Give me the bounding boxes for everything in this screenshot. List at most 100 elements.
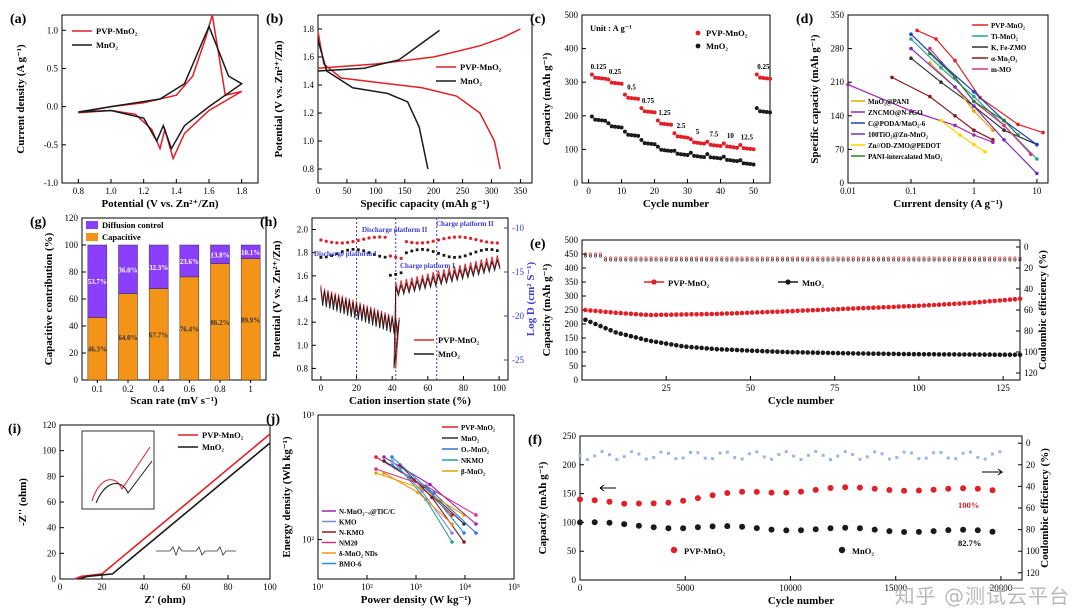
data-point-mno2 xyxy=(643,337,649,343)
y2-tick-label: 60 xyxy=(1024,305,1034,315)
ce-point-mno2 xyxy=(912,258,916,262)
x-tick-label: 20 xyxy=(98,582,108,592)
ce-point-mno2 xyxy=(871,258,875,262)
data-point-mno2 xyxy=(987,352,992,357)
y-tick-label: 300 xyxy=(565,77,579,87)
data-point-pvp-mno2 xyxy=(692,140,697,145)
unit-label: Unit : A g⁻¹ xyxy=(590,23,632,33)
diffusion-point-mno2 xyxy=(447,255,451,259)
y-tick-label: 1.0 xyxy=(303,136,315,146)
data-point-mno2 xyxy=(815,350,821,356)
data-point-pvp-mno2 xyxy=(936,302,942,308)
data-point-mno2 xyxy=(632,133,637,138)
data-point xyxy=(939,80,943,84)
legend-entry: MnO₂ xyxy=(802,278,824,288)
data-point-mno2 xyxy=(652,142,657,147)
data-point xyxy=(972,133,976,137)
x-tick-label: 25 xyxy=(662,383,672,393)
legend-marker xyxy=(651,279,657,285)
ce-point-mno2 xyxy=(821,258,825,262)
ce-point-pvp-mno2 xyxy=(659,256,663,260)
data-point-pvp-mno2 xyxy=(876,305,881,310)
data-point-pvp-mno2 xyxy=(613,310,618,316)
data-point-mno2 xyxy=(840,350,846,356)
y2-tick-label: -10 xyxy=(512,223,524,233)
y-tick-label: 1.6 xyxy=(303,52,315,62)
data-point-pvp-mno2 xyxy=(603,309,608,315)
panel-i: (i) 0 20 40 60 80 100 Z' (ohm) 0 20 40 60 80 100 120 -Z… xyxy=(8,420,277,606)
panel-label-b: (b) xyxy=(266,12,283,27)
data-point-mno2 xyxy=(744,161,749,166)
y2-tick-label: -20 xyxy=(512,311,524,321)
data-point-mno2 xyxy=(672,148,677,153)
legend-entry: MnO₂ xyxy=(96,40,118,50)
x-tick-label: 80 xyxy=(459,383,469,393)
ce-point-mno2 xyxy=(922,258,926,262)
data-point-mno2 xyxy=(871,526,878,533)
data-point-mno2 xyxy=(754,348,760,354)
ce-point xyxy=(681,456,685,460)
data-point-pvp-mno2 xyxy=(871,305,876,311)
ce-point-pvp-mno2 xyxy=(639,256,643,260)
data-point xyxy=(972,90,976,94)
data-point-mno2 xyxy=(982,352,987,357)
data-point-mno2 xyxy=(709,346,714,352)
rate-label: 10 xyxy=(727,132,735,140)
legend-marker xyxy=(695,43,701,49)
plot-frame-g xyxy=(81,217,267,381)
ce-point-pvp-mno2 xyxy=(609,256,613,260)
ce-point xyxy=(799,458,803,461)
data-point-mno2 xyxy=(876,351,881,357)
diffusion-point-mno2 xyxy=(330,254,333,257)
data-point-pvp-mno2 xyxy=(770,309,775,315)
ce-point-pvp-mno2 xyxy=(957,256,961,260)
ce-point xyxy=(917,457,921,461)
data-point xyxy=(953,58,957,63)
data-point-pvp-mno2 xyxy=(825,307,831,312)
ce-point xyxy=(946,456,950,460)
ce-point-mno2 xyxy=(876,258,880,262)
data-point-mno2 xyxy=(622,129,627,134)
y-tick-label: 0 xyxy=(574,178,579,188)
y-axis-title-g: Capacitive contribution (%) xyxy=(43,232,55,365)
ce-point-mno2 xyxy=(892,258,896,262)
legend-entry: PVP-MnO₂ xyxy=(684,546,726,556)
data-point-pvp-mno2 xyxy=(931,302,937,308)
data-point-mno2 xyxy=(812,526,819,533)
ce-point-pvp-mno2 xyxy=(689,256,693,260)
diffusion-point-pvp-mno2 xyxy=(378,235,382,239)
data-point-mno2 xyxy=(628,333,634,339)
bar-value-label: 53.7% xyxy=(88,278,107,286)
data-point-mno2 xyxy=(989,528,996,535)
data-point xyxy=(1016,133,1020,137)
ce-point-pvp-mno2 xyxy=(614,256,618,260)
ce-point-mno2 xyxy=(937,258,941,262)
x-tick-label: 10 xyxy=(1032,186,1042,196)
data-point-pvp-mno2 xyxy=(761,76,766,80)
ce-point-pvp-mno2 xyxy=(927,256,931,260)
ragone-point xyxy=(418,486,422,490)
data-point-mno2 xyxy=(761,109,766,114)
data-point-pvp-mno2 xyxy=(989,487,996,494)
data-point-pvp-mno2 xyxy=(606,77,611,82)
bar-value-label: 46.3% xyxy=(88,346,107,354)
y-tick-label: 0 xyxy=(52,574,57,584)
ce-point-mno2 xyxy=(593,254,597,258)
diffusion-point-mno2 xyxy=(458,255,462,259)
bar-value-label: 76.4% xyxy=(180,325,199,333)
data-point xyxy=(928,51,932,56)
ce-point-pvp-mno2 xyxy=(684,256,688,260)
y-tick-label: 10³ xyxy=(302,410,314,420)
ragone-point xyxy=(462,531,466,535)
data-point-pvp-mno2 xyxy=(987,299,992,304)
data-point-mno2 xyxy=(680,525,687,532)
data-point xyxy=(1041,130,1045,135)
ce-point-mno2 xyxy=(695,258,699,262)
data-point xyxy=(972,128,976,132)
series-line xyxy=(940,120,986,153)
data-point-mno2 xyxy=(608,328,613,333)
data-point-mno2 xyxy=(635,522,642,529)
data-point-mno2 xyxy=(952,352,957,357)
ce-point-mno2 xyxy=(629,258,633,262)
data-point-pvp-mno2 xyxy=(694,312,699,317)
